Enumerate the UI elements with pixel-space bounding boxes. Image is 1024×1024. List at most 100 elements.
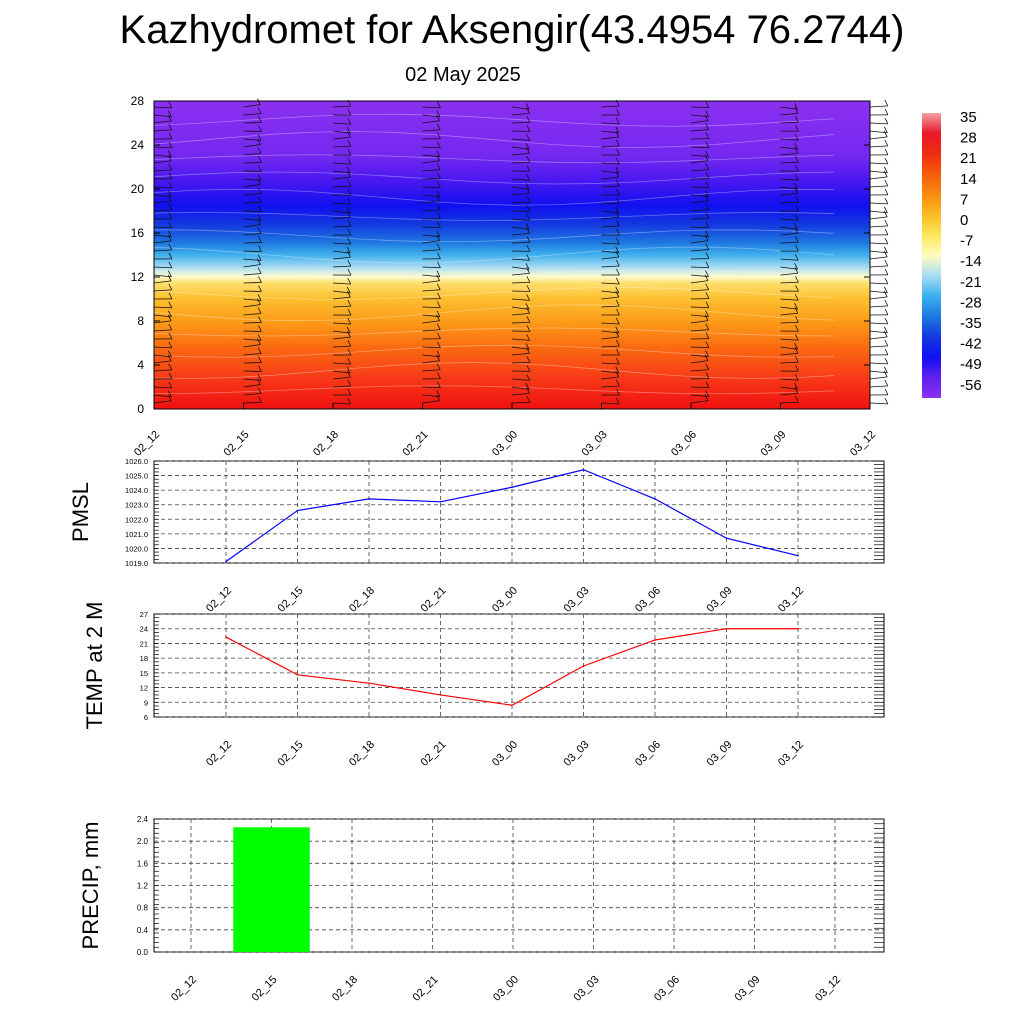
wind-barb (601, 250, 619, 254)
wind-barb-flag (257, 307, 262, 314)
wind-barb (511, 112, 530, 116)
wind-barb-flag (526, 187, 530, 194)
xtick-label: 03_03 (562, 585, 592, 615)
wind-barb-flag (257, 134, 262, 141)
wind-barb-flag (526, 205, 531, 212)
wind-barb (422, 200, 440, 204)
wind-barb (332, 185, 351, 188)
wind-barb (690, 200, 709, 204)
wind-barb-flag (526, 156, 531, 163)
wind-barb (332, 370, 351, 374)
wind-barb (511, 201, 530, 204)
heatmap-xtick-label: 03_12 (848, 429, 878, 459)
wind-barb-flag (795, 245, 799, 252)
wind-barb-flag (437, 101, 441, 108)
wind-barb-flag (615, 117, 620, 125)
wind-barb-flag (705, 310, 709, 317)
wind-barb-flag (615, 206, 620, 214)
ytick-label: 1020.0 (125, 544, 148, 553)
wind-barb-flag (615, 299, 620, 307)
wind-barb-flag (705, 243, 710, 250)
xtick-label: 02_21 (411, 974, 441, 1004)
wind-barb-flag (437, 181, 441, 188)
wind-barb (243, 153, 262, 156)
xtick-label: 03_06 (652, 974, 682, 1004)
wind-barb (780, 386, 798, 390)
wind-barb (153, 209, 172, 212)
ytick-label: 12 (140, 684, 148, 693)
contour-line (153, 327, 835, 337)
wind-barb (511, 192, 530, 196)
wind-barb (601, 296, 619, 300)
wind-barb-flag (794, 303, 798, 310)
data-point (654, 498, 656, 500)
wind-barb-flag (346, 126, 351, 134)
wind-barb-flag (525, 143, 530, 150)
wind-barb (601, 225, 620, 228)
wind-barb-flag (884, 139, 889, 147)
wind-barb-flag (167, 314, 172, 322)
wind-barb-flag (437, 172, 441, 179)
xtick-label: 02_18 (330, 974, 360, 1004)
wind-barb-flag (437, 261, 441, 268)
wind-barb-flag (705, 132, 710, 139)
wind-barb-flag (347, 317, 352, 325)
wind-barb (780, 232, 799, 236)
wind-barb-flag (705, 181, 710, 188)
wind-barb-flag (526, 254, 531, 261)
heatmap-xtick-label: 02_18 (311, 429, 341, 459)
wind-barb-flag (705, 172, 710, 179)
wind-barb (869, 225, 888, 228)
xtick-label: 03_00 (491, 974, 521, 1004)
heatmap-xtick-label: 02_21 (401, 429, 431, 459)
wind-barb (422, 320, 440, 324)
wind-barb (243, 402, 262, 404)
wind-barb (690, 106, 709, 109)
wind-barb (153, 249, 172, 252)
wind-barb-flag (168, 332, 173, 340)
wind-barb-flag (167, 354, 172, 362)
wind-barb (780, 241, 799, 244)
wind-barb (511, 386, 530, 390)
wind-barb (780, 121, 799, 124)
y-axis-label: PRECIP, mm (78, 822, 103, 950)
data-point (296, 674, 299, 676)
wind-barb-flag (615, 326, 620, 334)
wind-barb (511, 272, 530, 276)
contour-line (153, 304, 835, 322)
wind-barb-flag (436, 283, 441, 290)
wind-barb (422, 120, 440, 124)
wind-barb (243, 250, 262, 252)
wind-barb (780, 321, 799, 324)
wind-barb-flag (795, 396, 799, 403)
wind-barb (243, 242, 262, 244)
wind-barb (511, 161, 530, 164)
wind-barb-flag (526, 107, 530, 114)
wind-barb-flag (884, 326, 888, 334)
temperature-panel: 6 9 12 15 18 21 24 27 02_12 02_15 02_18 02_21 03_00 0… (82, 602, 885, 769)
wind-barb-flag (257, 258, 261, 265)
wind-barb (690, 226, 709, 229)
wind-barb (511, 226, 530, 230)
wind-barb (511, 146, 530, 150)
contour-line (153, 269, 835, 279)
wind-barb-flag (347, 130, 351, 138)
wind-barb-flag (526, 214, 531, 221)
wind-barb-flag (436, 203, 441, 210)
wind-barb-flag (168, 390, 172, 398)
wind-barb-flag (884, 357, 889, 365)
wind-barb-flag (257, 187, 262, 194)
wind-barb-flag (258, 245, 262, 252)
wind-barb (601, 336, 619, 340)
ytick-label: 1024.0 (125, 486, 148, 495)
wind-barb (601, 210, 619, 214)
wind-barb (780, 218, 799, 221)
wind-barb (153, 186, 172, 189)
wind-barb (601, 105, 620, 108)
wind-barb (332, 130, 351, 134)
wind-barb-flag (794, 307, 799, 314)
ytick-label: 0.0 (137, 948, 149, 957)
wind-barbs (153, 98, 889, 405)
wind-barb-flag (794, 107, 799, 114)
